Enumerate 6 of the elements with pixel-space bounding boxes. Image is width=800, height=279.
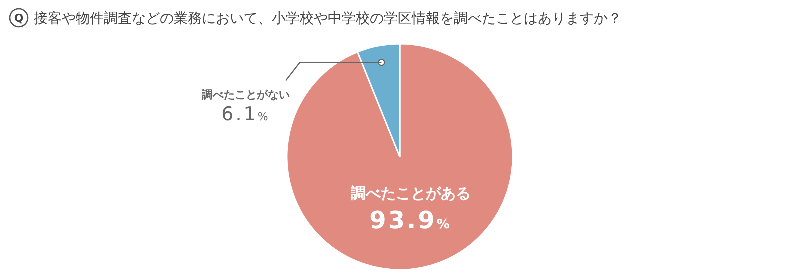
slice-label: 調べたことがない xyxy=(202,88,290,102)
data-label: 6.1% xyxy=(222,104,270,126)
text: Q xyxy=(14,12,24,25)
slice-label: 調べたことがある xyxy=(350,184,471,202)
data-label: 93.9% xyxy=(370,206,452,234)
chart-title: 接客や物件調査などの業務において、小学校や中学校の学区情報を調べたことはありますか？ xyxy=(34,11,622,27)
